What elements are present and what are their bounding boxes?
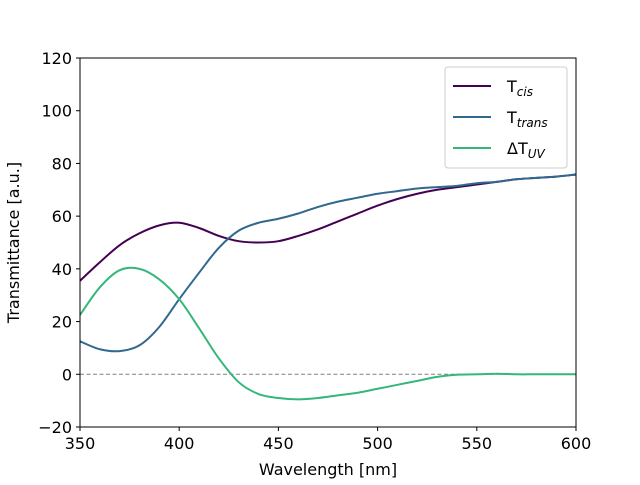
- legend-label-trans: Ttrans: [506, 108, 548, 130]
- x-tick-label: 450: [263, 434, 294, 453]
- y-tick-label: 0: [62, 365, 72, 384]
- y-tick-label: 80: [52, 154, 72, 173]
- y-tick-label: 120: [41, 49, 72, 68]
- legend-box: [444, 66, 568, 169]
- plot-frame: [79, 57, 577, 428]
- series-line-trans: [79, 173, 577, 353]
- x-axis-label: Wavelength [nm]: [259, 460, 397, 479]
- legend-label-UV: ΔTUV: [507, 139, 546, 161]
- x-tick-label: 500: [362, 434, 393, 453]
- x-tick-label: 350: [65, 434, 96, 453]
- y-tick-label: 20: [52, 313, 72, 332]
- x-tick-label: 400: [164, 434, 195, 453]
- y-axis-label: Transmittance [a.u.]: [4, 162, 23, 324]
- y-axis-ticks: −20 0 20 40 60 80 100 120: [38, 49, 80, 437]
- x-tick-label: 550: [462, 434, 493, 453]
- legend-label-cis: Tcis: [506, 77, 533, 99]
- legend: Tcis Ttrans ΔTUV: [444, 66, 568, 169]
- y-tick-label: 40: [52, 260, 72, 279]
- series-line-UV: [79, 266, 576, 401]
- x-tick-label: 600: [561, 434, 592, 453]
- y-tick-label: 60: [52, 207, 72, 226]
- series-layer: [79, 173, 577, 401]
- y-tick-label: −20: [38, 418, 72, 437]
- x-axis-ticks: 350 400 450 500 550 600: [65, 427, 592, 453]
- y-tick-label: 100: [41, 102, 72, 121]
